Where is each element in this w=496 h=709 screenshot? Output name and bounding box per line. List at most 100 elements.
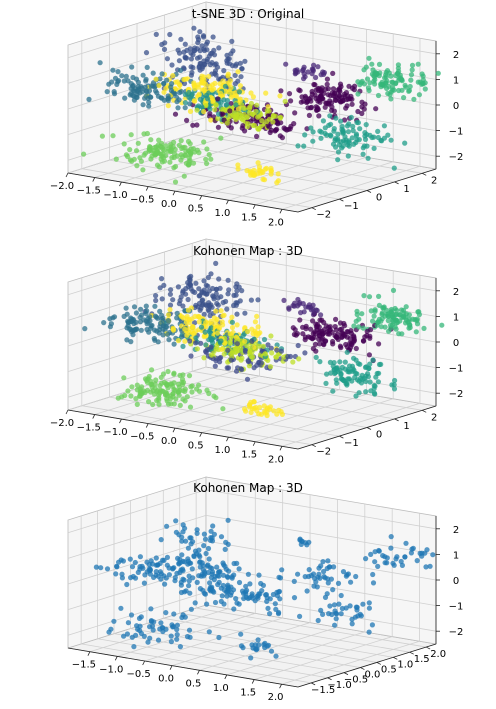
data-point bbox=[212, 80, 218, 86]
data-point bbox=[153, 31, 159, 37]
x-tick-mark bbox=[172, 190, 176, 196]
data-point bbox=[199, 66, 205, 72]
data-point bbox=[313, 74, 319, 81]
data-point bbox=[181, 173, 187, 179]
data-point bbox=[214, 300, 220, 307]
data-point bbox=[375, 379, 381, 385]
data-point bbox=[192, 600, 198, 606]
data-point bbox=[144, 130, 150, 137]
data-point bbox=[310, 138, 316, 144]
data-point bbox=[225, 73, 231, 79]
data-point bbox=[364, 76, 371, 82]
data-point bbox=[194, 346, 200, 352]
data-point bbox=[206, 73, 212, 79]
data-point bbox=[281, 297, 287, 303]
y-tick-label: −2 bbox=[316, 210, 331, 221]
data-point bbox=[166, 337, 172, 343]
data-point bbox=[286, 91, 293, 97]
data-point bbox=[278, 88, 284, 94]
grid-line-y bbox=[81, 168, 312, 209]
data-point bbox=[167, 302, 174, 308]
data-point bbox=[116, 559, 122, 565]
data-point bbox=[201, 278, 207, 284]
data-point bbox=[204, 39, 210, 45]
data-point bbox=[225, 277, 231, 283]
data-point bbox=[320, 331, 326, 337]
data-point bbox=[121, 141, 127, 147]
data-point bbox=[180, 372, 186, 378]
data-point bbox=[208, 325, 214, 331]
data-point bbox=[274, 120, 280, 126]
y-tick-mark bbox=[343, 672, 349, 676]
data-point bbox=[215, 96, 221, 102]
data-point bbox=[333, 610, 339, 616]
data-point bbox=[348, 114, 354, 120]
x-tick-label: −0.5 bbox=[130, 432, 154, 443]
data-point bbox=[229, 574, 235, 580]
data-point bbox=[354, 377, 360, 383]
data-point bbox=[292, 327, 298, 333]
data-point bbox=[224, 102, 230, 108]
data-point bbox=[408, 77, 414, 83]
data-point bbox=[360, 325, 366, 331]
data-point bbox=[274, 411, 280, 417]
grid-line-y bbox=[164, 142, 395, 183]
data-point bbox=[237, 83, 243, 89]
data-point bbox=[320, 611, 326, 618]
data-point bbox=[220, 78, 226, 84]
grid-line-z bbox=[67, 591, 207, 636]
data-point bbox=[335, 131, 341, 137]
data-point bbox=[180, 303, 186, 309]
data-point bbox=[232, 72, 238, 78]
data-point bbox=[186, 317, 192, 323]
data-point bbox=[403, 304, 409, 310]
data-point bbox=[316, 565, 322, 571]
data-point bbox=[218, 308, 224, 314]
data-point bbox=[172, 578, 178, 584]
data-point bbox=[111, 91, 118, 97]
data-point bbox=[185, 296, 191, 303]
data-point bbox=[320, 118, 326, 124]
data-point bbox=[211, 531, 217, 537]
data-point bbox=[333, 316, 339, 322]
data-point bbox=[184, 394, 190, 400]
data-point bbox=[180, 382, 186, 388]
data-point bbox=[159, 276, 165, 282]
data-point bbox=[308, 125, 314, 131]
data-point bbox=[399, 331, 405, 337]
data-point bbox=[385, 90, 391, 97]
y-tick-label: 1.5 bbox=[414, 654, 430, 665]
data-point bbox=[298, 541, 304, 548]
data-point bbox=[325, 331, 331, 337]
data-point bbox=[182, 92, 188, 98]
data-point bbox=[275, 171, 281, 177]
data-point bbox=[406, 312, 412, 318]
data-point bbox=[298, 310, 304, 316]
data-point bbox=[129, 64, 135, 70]
data-point bbox=[159, 140, 165, 147]
x-tick-label: 1.0 bbox=[213, 683, 229, 694]
grid-line-z bbox=[67, 489, 207, 534]
data-point bbox=[234, 288, 240, 294]
scatter-points bbox=[81, 25, 441, 186]
data-point bbox=[339, 326, 345, 332]
data-point bbox=[129, 384, 135, 390]
data-point bbox=[271, 408, 277, 414]
data-point bbox=[155, 637, 162, 643]
data-point bbox=[199, 104, 205, 110]
y-tick-label: 0.0 bbox=[364, 670, 380, 681]
data-point bbox=[347, 603, 353, 609]
data-point bbox=[187, 101, 193, 107]
data-point bbox=[212, 363, 218, 369]
data-point bbox=[188, 56, 194, 62]
data-point bbox=[208, 344, 214, 350]
data-point bbox=[269, 350, 275, 356]
data-point bbox=[287, 353, 294, 360]
data-point bbox=[101, 320, 107, 326]
data-point bbox=[375, 563, 381, 570]
data-point bbox=[104, 89, 110, 95]
data-point bbox=[201, 109, 207, 115]
data-point bbox=[140, 72, 146, 78]
data-point bbox=[184, 332, 190, 338]
data-point bbox=[191, 98, 197, 104]
